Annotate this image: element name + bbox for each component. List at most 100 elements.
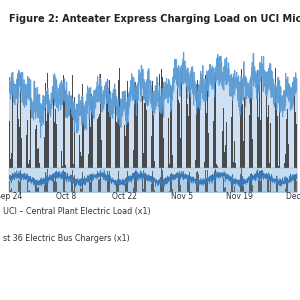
- Bar: [62, 166, 63, 168]
- Bar: [215, 169, 216, 192]
- Bar: [232, 175, 233, 192]
- Bar: [67, 95, 68, 168]
- Bar: [224, 152, 225, 168]
- Bar: [65, 165, 66, 168]
- Bar: [31, 142, 32, 168]
- Bar: [161, 168, 162, 192]
- Bar: [220, 82, 221, 168]
- Bar: [270, 123, 271, 168]
- Bar: [153, 115, 154, 168]
- Bar: [44, 137, 45, 168]
- Bar: [35, 129, 36, 168]
- Bar: [13, 110, 14, 168]
- Bar: [242, 177, 243, 192]
- Bar: [19, 182, 20, 192]
- Bar: [127, 171, 128, 192]
- Bar: [296, 124, 297, 168]
- Bar: [21, 185, 22, 192]
- Bar: [116, 122, 117, 168]
- Bar: [125, 184, 126, 192]
- Bar: [74, 97, 75, 168]
- Bar: [117, 181, 118, 192]
- Bar: [268, 177, 269, 192]
- Bar: [169, 164, 170, 168]
- Bar: [284, 164, 285, 168]
- Bar: [117, 121, 118, 168]
- Bar: [109, 171, 110, 192]
- Text: Sep 24: Sep 24: [0, 192, 22, 201]
- Bar: [152, 81, 153, 168]
- Bar: [91, 174, 92, 192]
- Bar: [279, 96, 280, 168]
- Bar: [125, 136, 126, 168]
- Bar: [101, 140, 102, 168]
- Bar: [72, 75, 73, 168]
- Bar: [257, 70, 258, 168]
- Bar: [39, 163, 40, 168]
- Bar: [16, 178, 17, 192]
- Bar: [28, 164, 29, 168]
- Bar: [203, 164, 204, 168]
- Bar: [10, 158, 11, 168]
- Bar: [285, 189, 286, 192]
- Bar: [180, 185, 181, 192]
- Bar: [216, 164, 217, 168]
- Bar: [214, 79, 215, 168]
- Bar: [199, 102, 200, 168]
- Bar: [171, 88, 172, 168]
- Bar: [271, 149, 272, 168]
- Bar: [73, 191, 74, 192]
- Bar: [53, 88, 54, 168]
- Bar: [142, 175, 143, 192]
- Bar: [26, 135, 27, 168]
- Bar: [49, 145, 50, 168]
- Bar: [225, 187, 226, 192]
- Bar: [276, 103, 277, 168]
- Bar: [31, 186, 32, 192]
- Bar: [99, 179, 100, 192]
- Bar: [198, 175, 199, 192]
- Bar: [212, 122, 213, 168]
- Bar: [13, 178, 14, 192]
- Bar: [98, 117, 99, 168]
- Bar: [266, 90, 267, 168]
- Bar: [198, 95, 199, 168]
- Bar: [213, 122, 214, 168]
- Bar: [108, 98, 109, 168]
- Bar: [285, 154, 286, 168]
- Bar: [124, 182, 125, 192]
- Bar: [82, 84, 83, 168]
- Text: Figure 2: Anteater Express Charging Load on UCI Microgrid: Figure 2: Anteater Express Charging Load…: [9, 14, 300, 24]
- Text: UCI – Central Plant Electric Load (x1): UCI – Central Plant Electric Load (x1): [3, 207, 151, 216]
- Bar: [9, 121, 10, 168]
- Bar: [215, 72, 216, 168]
- Bar: [268, 105, 269, 168]
- Bar: [17, 76, 18, 168]
- Bar: [238, 87, 239, 168]
- Bar: [162, 77, 163, 168]
- Bar: [250, 92, 251, 168]
- Bar: [180, 137, 181, 168]
- Bar: [259, 80, 260, 168]
- Bar: [207, 75, 208, 168]
- Bar: [235, 163, 236, 168]
- Bar: [100, 74, 101, 168]
- Bar: [223, 108, 224, 168]
- Bar: [52, 101, 53, 168]
- Bar: [17, 170, 18, 192]
- Bar: [204, 162, 205, 168]
- Bar: [288, 144, 289, 168]
- Bar: [11, 188, 12, 192]
- Bar: [295, 178, 296, 192]
- Bar: [179, 176, 180, 192]
- Bar: [286, 180, 287, 192]
- Bar: [135, 82, 136, 168]
- Bar: [16, 110, 17, 168]
- Bar: [81, 156, 82, 168]
- Bar: [196, 85, 197, 168]
- Bar: [287, 109, 288, 168]
- Bar: [188, 116, 189, 168]
- Bar: [296, 182, 297, 192]
- Bar: [154, 161, 155, 168]
- Bar: [144, 103, 145, 168]
